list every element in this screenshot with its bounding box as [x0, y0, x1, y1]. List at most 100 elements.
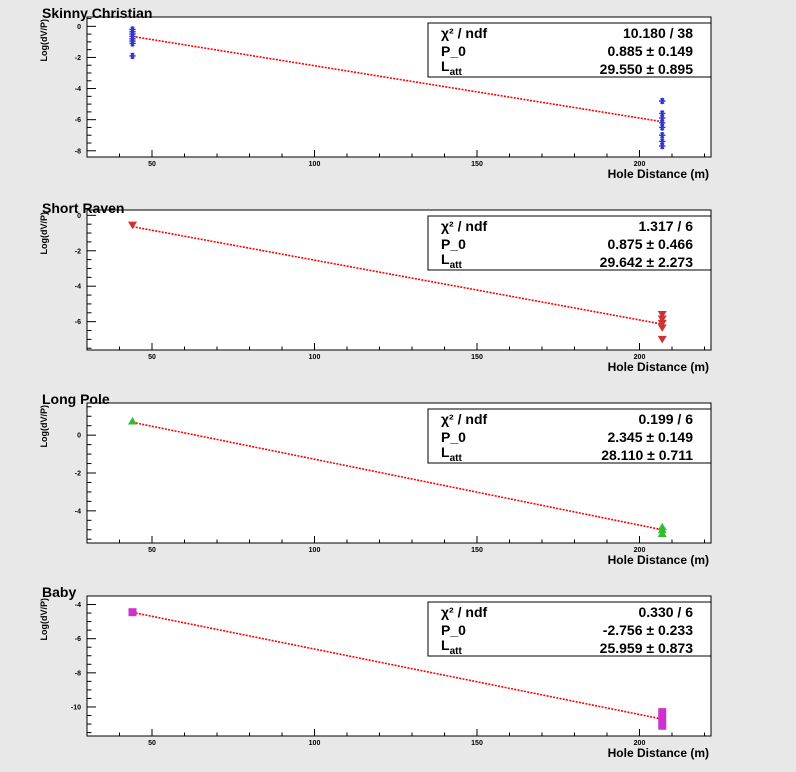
data-point [658, 714, 667, 723]
stats-chi2-value: 1.317 / 6 [639, 218, 694, 234]
x-tick-label: 50 [148, 161, 156, 168]
data-point [658, 721, 667, 730]
y-tick-label: 0 [77, 24, 81, 31]
x-tick-label: 150 [471, 161, 483, 168]
stats-chi2-label: χ² / ndf [441, 218, 487, 234]
data-point [128, 608, 137, 617]
y-tick-label: 0 [77, 433, 81, 440]
stats-latt-main: L [441, 251, 450, 267]
y-tick-label: -6 [75, 636, 81, 643]
stats-chi2-value: 0.330 / 6 [639, 604, 694, 620]
data-point [657, 525, 667, 534]
stats-box [427, 215, 712, 271]
stats-latt-main: L [441, 58, 450, 74]
data-point [659, 114, 666, 122]
x-axis-title: Hole Distance (m) [608, 360, 709, 374]
data-point [658, 708, 667, 717]
x-tick-label: 50 [148, 354, 156, 361]
x-tick-label: 50 [148, 547, 156, 554]
stats-latt-main: L [441, 444, 450, 460]
stats-p0-label: P_0 [441, 429, 466, 445]
stats-chi2-label: χ² / ndf [441, 411, 487, 427]
data-point [129, 40, 136, 47]
stats-latt-value: 28.110 ± 0.711 [601, 447, 693, 463]
y-tick-label: -10 [71, 704, 81, 711]
fit-line [132, 611, 663, 720]
data-point [657, 311, 667, 319]
x-tick-label: 100 [309, 740, 321, 747]
y-tick-label: -4 [75, 86, 81, 93]
stats-box [427, 408, 712, 464]
y-axis-title: Log(dV/P) [39, 19, 49, 62]
stats-p0-value: 0.885 ± 0.149 [607, 43, 693, 59]
data-point [659, 132, 666, 139]
y-tick-label: -8 [75, 148, 81, 155]
stats-latt-label: Latt [441, 58, 462, 78]
x-tick-label: 200 [634, 547, 646, 554]
stats-latt-sub: att [450, 67, 463, 78]
stats-p0-value: -2.756 ± 0.233 [603, 622, 693, 638]
stats-latt-value: 25.959 ± 0.873 [600, 640, 694, 656]
chart-panel: Baby 50 100 150 200 -4 -6 -8 -10 Hole Distance (m… [39, 584, 712, 760]
stats-latt-label: Latt [441, 637, 462, 657]
x-tick-label: 200 [634, 354, 646, 361]
stats-box [427, 601, 712, 657]
y-tick-label: -2 [75, 248, 81, 255]
chart-panel: Long Pole 50 100 150 200 0 -2 -4 Hole Distance (… [39, 391, 712, 567]
x-tick-label: 150 [471, 740, 483, 747]
stats-p0-label: P_0 [441, 622, 466, 638]
y-tick-label: -6 [75, 319, 81, 326]
stats-chi2-value: 10.180 / 38 [623, 25, 693, 41]
fit-line [132, 421, 663, 531]
x-tick-label: 100 [309, 354, 321, 361]
y-tick-label: -2 [75, 471, 81, 478]
x-tick-label: 200 [634, 161, 646, 168]
stats-latt-sub: att [450, 260, 463, 271]
y-axis-title: Log(dV/P) [39, 405, 49, 448]
x-tick-label: 100 [309, 161, 321, 168]
x-tick-label: 150 [471, 354, 483, 361]
y-axis-title: Log(dV/P) [39, 598, 49, 641]
chart-title: Short Raven [42, 200, 124, 216]
x-tick-label: 200 [634, 740, 646, 747]
stats-p0-value: 2.345 ± 0.149 [607, 429, 693, 445]
y-tick-label: 0 [77, 213, 81, 220]
data-point [659, 97, 666, 105]
x-tick-label: 150 [471, 547, 483, 554]
data-point [659, 124, 666, 131]
chart-panel: Skinny Christian 50 100 150 200 0 -2 -4 -6 -8 Hole… [39, 5, 712, 181]
stats-p0-label: P_0 [441, 236, 466, 252]
data-point [128, 221, 137, 230]
x-axis-title: Hole Distance (m) [608, 167, 709, 181]
x-axis-title: Hole Distance (m) [608, 746, 709, 760]
chart-panel: Short Raven 50 100 150 200 0 -2 -4 -6 Hole Distan… [39, 200, 712, 374]
chart-title: Baby [42, 584, 76, 600]
stats-p0-value: 0.875 ± 0.466 [607, 236, 693, 252]
x-tick-label: 50 [148, 740, 156, 747]
stats-latt-main: L [441, 637, 450, 653]
data-point [129, 52, 136, 60]
y-tick-label: -4 [75, 602, 81, 609]
data-point [659, 138, 666, 145]
y-tick-label: -4 [75, 284, 81, 291]
y-tick-label: -2 [75, 55, 81, 62]
stats-latt-value: 29.550 ± 0.895 [600, 61, 694, 77]
chart-title: Long Pole [42, 391, 110, 407]
fit-line [132, 225, 663, 325]
stats-latt-sub: att [450, 646, 463, 657]
stats-latt-label: Latt [441, 251, 462, 271]
data-point [657, 324, 667, 332]
y-axis-title: Log(dV/P) [39, 212, 49, 255]
data-point [657, 529, 667, 538]
stats-box [427, 22, 712, 78]
chart-title: Skinny Christian [42, 5, 152, 21]
stats-latt-value: 29.642 ± 2.273 [600, 254, 694, 270]
stats-chi2-value: 0.199 / 6 [639, 411, 694, 427]
stats-latt-label: Latt [441, 444, 462, 464]
stats-chi2-label: χ² / ndf [441, 604, 487, 620]
data-point [657, 319, 667, 328]
fit-line [132, 35, 663, 123]
data-point [657, 335, 667, 344]
stats-p0-label: P_0 [441, 43, 466, 59]
